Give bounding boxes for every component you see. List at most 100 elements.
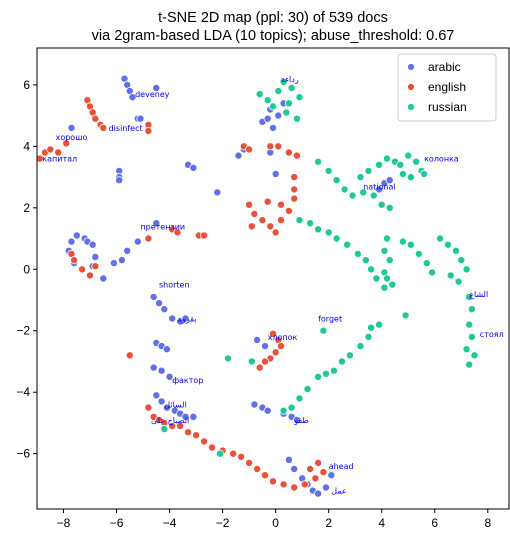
annotation-label: фактор	[172, 376, 203, 385]
point-russian	[428, 268, 437, 277]
point-russian	[382, 274, 391, 283]
point-english	[125, 351, 134, 360]
point-arabic	[385, 176, 394, 185]
point-russian	[332, 176, 341, 185]
annotation-label: ﻃﻘﻮ	[293, 416, 309, 425]
point-russian	[412, 157, 421, 166]
point-english	[78, 265, 87, 274]
point-russian	[406, 173, 415, 182]
point-arabic	[91, 252, 100, 261]
point-russian	[345, 351, 354, 360]
point-arabic	[181, 314, 190, 323]
x-tick-label: −4	[163, 516, 177, 530]
point-russian	[356, 173, 365, 182]
point-english	[247, 222, 256, 231]
point-russian	[388, 280, 397, 289]
point-russian	[247, 357, 256, 366]
chart-subtitle: via 2gram-based LDA (10 topics); abuse_t…	[92, 28, 455, 44]
point-russian	[306, 219, 315, 228]
point-english	[62, 139, 71, 148]
point-russian	[274, 87, 283, 96]
point-russian	[462, 265, 471, 274]
point-arabic	[168, 314, 177, 323]
annotation-label: ﺍﻟﺼﺒﺎﺡ ﻋﻠﻰ	[151, 416, 189, 425]
point-arabic	[149, 292, 158, 301]
point-russian	[160, 425, 169, 434]
point-english	[229, 449, 238, 458]
point-russian	[263, 96, 272, 105]
point-english	[54, 148, 63, 157]
point-russian	[398, 169, 407, 178]
point-russian	[340, 185, 349, 194]
point-russian	[223, 354, 232, 363]
point-russian	[385, 203, 394, 212]
point-russian	[457, 256, 466, 265]
y-tick-label: −4	[16, 385, 30, 399]
point-english	[284, 148, 293, 157]
point-arabic	[88, 240, 97, 249]
point-russian	[292, 114, 301, 123]
point-russian	[295, 216, 304, 225]
x-tick-label: 6	[431, 516, 438, 530]
point-english	[271, 228, 280, 237]
x-tick-label: 4	[378, 516, 385, 530]
point-russian	[329, 366, 338, 375]
points-layer	[35, 74, 479, 498]
point-english	[144, 127, 153, 136]
annotation-label: ﺭﺩﺍﺀﺔ	[281, 75, 299, 84]
point-arabic	[67, 237, 76, 246]
point-english	[237, 452, 246, 461]
point-english	[284, 206, 293, 215]
annotation-label: ﺍﻟﺴﺎﺋﻞ	[164, 401, 187, 410]
point-russian	[348, 191, 357, 200]
point-russian	[372, 274, 381, 283]
point-arabic	[274, 111, 283, 120]
point-russian	[367, 265, 376, 274]
point-english	[263, 197, 272, 206]
point-english	[207, 443, 216, 452]
point-russian	[303, 385, 312, 394]
point-russian	[367, 323, 376, 332]
point-russian	[353, 249, 362, 258]
x-tick-label: −8	[57, 516, 71, 530]
point-arabic	[160, 305, 169, 314]
annotation-label: ﻋﻤﻞ	[331, 487, 346, 496]
point-russian	[462, 345, 471, 354]
point-arabic	[152, 391, 161, 400]
point-english	[253, 464, 262, 473]
point-russian	[364, 166, 373, 175]
point-english	[46, 145, 55, 154]
point-english	[268, 329, 277, 338]
legend-label-russian: russian	[428, 100, 467, 114]
point-english	[173, 228, 182, 237]
point-english	[266, 222, 275, 231]
point-arabic	[284, 455, 293, 464]
x-tick-label: 0	[272, 516, 279, 530]
point-english	[192, 431, 201, 440]
point-russian	[255, 90, 264, 99]
point-russian	[369, 191, 378, 200]
plot-frame	[36, 47, 510, 510]
point-english	[245, 458, 254, 467]
point-english	[268, 477, 277, 486]
point-russian	[295, 93, 304, 102]
x-axis: −8 −6 −4 −2 0 2 4 6 8	[57, 509, 491, 530]
point-english	[311, 474, 320, 483]
point-russian	[364, 332, 373, 341]
point-arabic	[157, 366, 166, 375]
point-russian	[465, 292, 474, 301]
y-tick-label: 2	[23, 201, 30, 215]
point-english	[260, 357, 269, 366]
point-russian	[420, 169, 429, 178]
annotation-label: national	[363, 182, 395, 191]
point-arabic	[263, 406, 272, 415]
point-russian	[465, 320, 474, 329]
legend-marker-russian	[407, 103, 415, 111]
point-english	[245, 200, 254, 209]
point-arabic	[133, 237, 142, 246]
y-tick-label: 4	[23, 139, 30, 153]
point-russian	[332, 234, 341, 243]
point-arabic	[253, 335, 262, 344]
y-tick-label: −6	[16, 447, 30, 461]
point-russian	[321, 369, 330, 378]
